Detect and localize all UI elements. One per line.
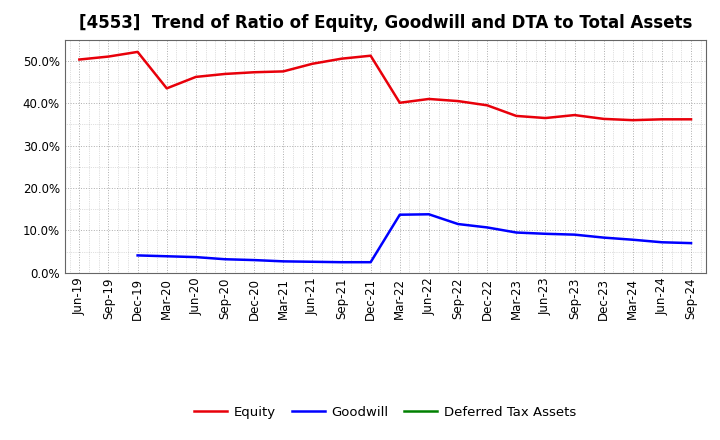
Goodwill xyxy=(395,212,404,217)
Equity xyxy=(454,99,462,104)
Equity xyxy=(629,117,637,123)
Goodwill xyxy=(366,260,375,265)
Title: [4553]  Trend of Ratio of Equity, Goodwill and DTA to Total Assets: [4553] Trend of Ratio of Equity, Goodwil… xyxy=(78,15,692,33)
Equity xyxy=(425,96,433,102)
Goodwill xyxy=(657,240,666,245)
Equity xyxy=(337,56,346,61)
Goodwill xyxy=(250,257,258,263)
Goodwill xyxy=(570,232,579,237)
Line: Goodwill: Goodwill xyxy=(138,214,691,262)
Goodwill xyxy=(279,259,287,264)
Equity xyxy=(657,117,666,122)
Goodwill xyxy=(425,212,433,217)
Goodwill xyxy=(599,235,608,240)
Equity xyxy=(483,103,492,108)
Line: Equity: Equity xyxy=(79,52,691,120)
Goodwill xyxy=(687,241,696,246)
Goodwill xyxy=(192,254,200,260)
Equity xyxy=(104,54,113,59)
Equity xyxy=(192,74,200,80)
Goodwill xyxy=(541,231,550,236)
Equity xyxy=(512,113,521,118)
Equity xyxy=(75,57,84,62)
Equity xyxy=(366,53,375,59)
Equity xyxy=(308,61,317,66)
Equity xyxy=(687,117,696,122)
Equity xyxy=(279,69,287,74)
Goodwill xyxy=(133,253,142,258)
Legend: Equity, Goodwill, Deferred Tax Assets: Equity, Goodwill, Deferred Tax Assets xyxy=(189,401,582,424)
Equity xyxy=(133,49,142,55)
Equity xyxy=(163,86,171,91)
Equity xyxy=(599,116,608,121)
Goodwill xyxy=(512,230,521,235)
Goodwill xyxy=(454,221,462,227)
Equity xyxy=(570,113,579,118)
Equity xyxy=(220,71,229,77)
Goodwill xyxy=(337,260,346,265)
Goodwill xyxy=(220,257,229,262)
Goodwill xyxy=(308,259,317,264)
Equity xyxy=(250,70,258,75)
Equity xyxy=(541,115,550,121)
Goodwill xyxy=(483,225,492,230)
Equity xyxy=(395,100,404,106)
Goodwill xyxy=(629,237,637,242)
Goodwill xyxy=(163,253,171,259)
